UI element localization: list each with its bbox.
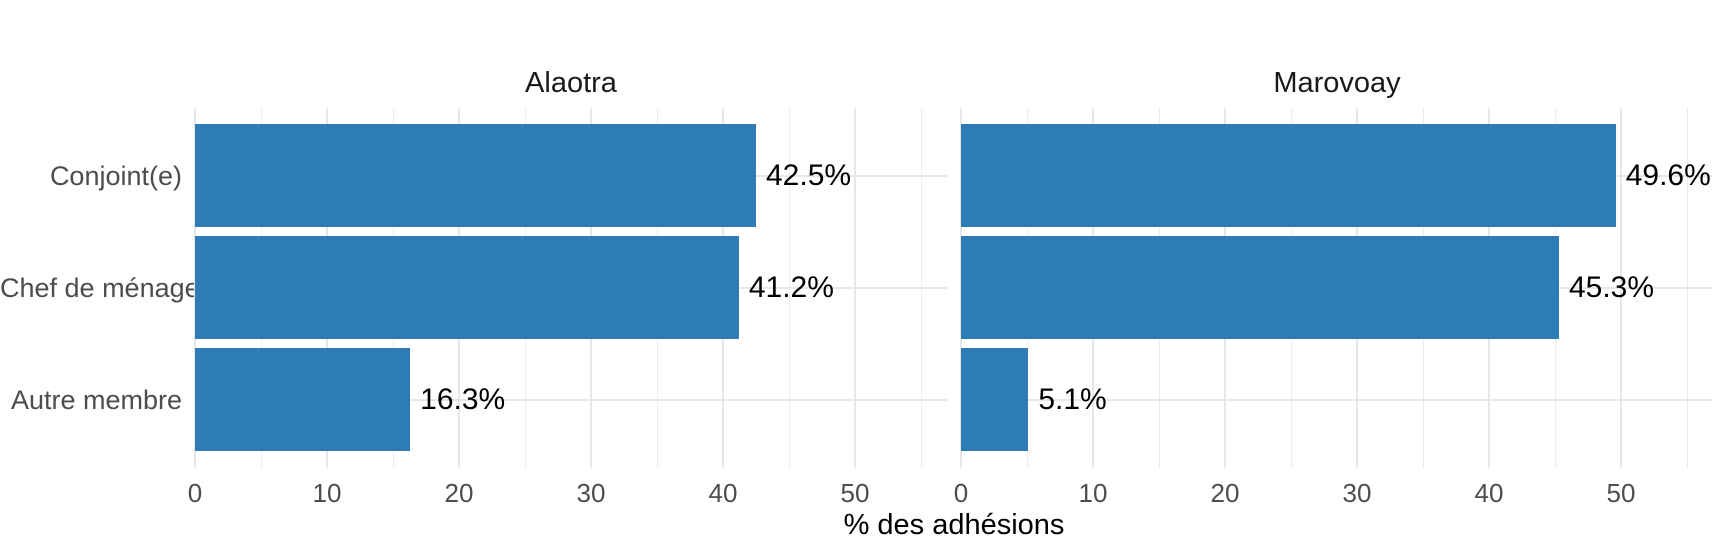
facet-panel: 49.6% 45.3% 5.1% — [960, 108, 1713, 468]
bar — [961, 236, 1559, 339]
x-tick-label: 10 — [312, 478, 342, 508]
x-tick-label: 20 — [1210, 478, 1240, 508]
x-axis-title: % des adhésions — [843, 509, 1065, 541]
bar-value-label: 45.3% — [1568, 270, 1655, 304]
bar — [195, 348, 411, 451]
x-tick-label: 30 — [576, 478, 606, 508]
gridline-horizontal — [195, 398, 947, 401]
bar — [961, 348, 1029, 451]
x-tick-label: 50 — [1606, 478, 1636, 508]
bar-value-label: 16.3% — [420, 382, 506, 416]
category-label: Autre membre — [10, 384, 182, 415]
x-tick-label: 30 — [1342, 478, 1372, 508]
bar-value-label: 42.5% — [766, 158, 852, 192]
facet-strip-title: Marovoay — [1273, 67, 1401, 99]
bar-value-label: 49.6% — [1625, 158, 1711, 192]
bar-value-label: 5.1% — [1038, 382, 1107, 416]
bar-value-label: 41.2% — [748, 270, 834, 304]
x-tick-label: 0 — [187, 478, 203, 508]
category-label: Conjoint(e) — [49, 160, 182, 191]
bar — [195, 124, 756, 227]
facet-strip-title: Alaotra — [525, 67, 617, 99]
x-tick-label: 0 — [953, 478, 969, 508]
x-tick-label: 20 — [444, 478, 474, 508]
x-tick-label: 40 — [1474, 478, 1504, 508]
category-label: Chef de ménage — [0, 272, 200, 303]
category-axis: Conjoint(e) Chef de ménage Autre membre — [0, 0, 200, 556]
x-tick-label: 50 — [840, 478, 870, 508]
gridline-horizontal — [961, 398, 1713, 401]
bar — [961, 124, 1616, 227]
x-tick-label: 10 — [1078, 478, 1108, 508]
facet-panel: 42.5% 41.2% 16.3% — [194, 108, 947, 468]
bar — [195, 236, 739, 339]
x-tick-label: 40 — [708, 478, 738, 508]
